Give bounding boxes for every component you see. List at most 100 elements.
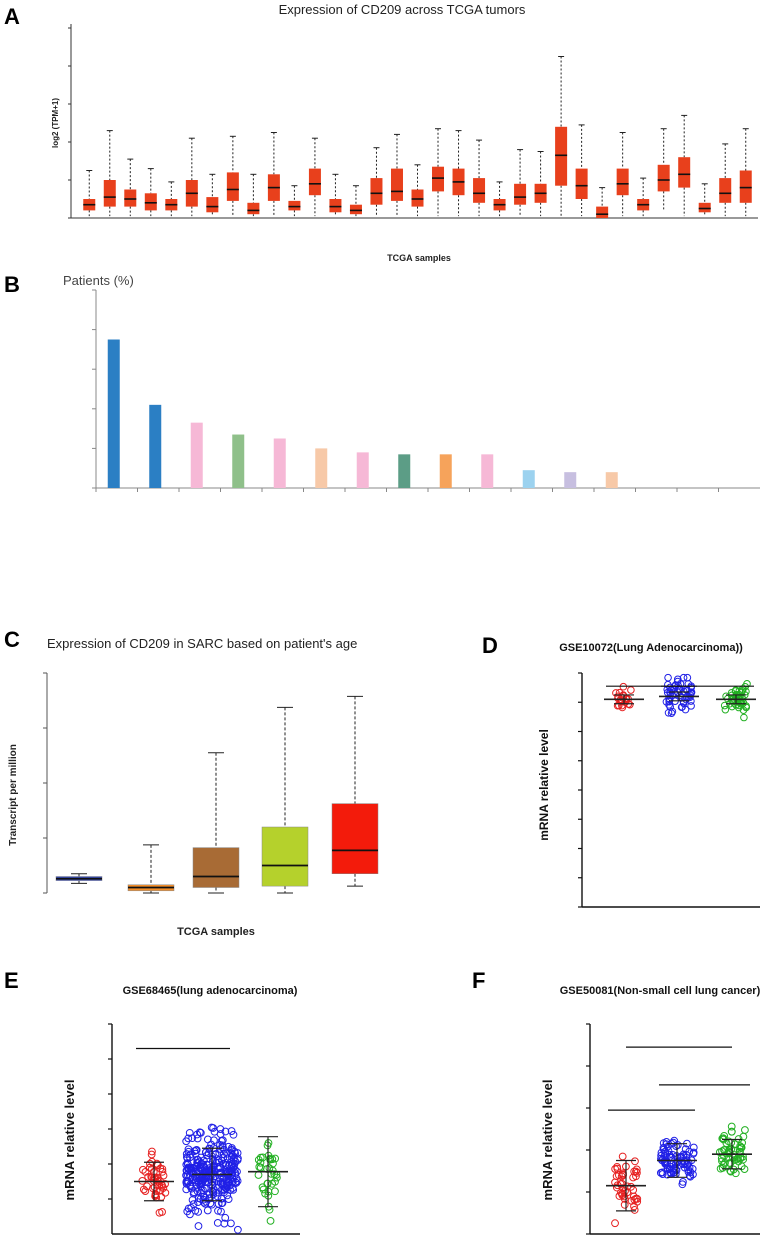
panel-e-point (161, 1188, 170, 1197)
panel-f-ylabel: mRNA relative level (540, 1080, 555, 1201)
panel-f-point (633, 1194, 642, 1203)
panel-e-point (191, 1178, 200, 1186)
panel-a-box-kirp (329, 199, 342, 213)
panel-e-point (214, 1164, 222, 1173)
panel-e-point (219, 1180, 228, 1188)
panel-f-point (627, 1182, 635, 1191)
panel-e-point (232, 1179, 241, 1187)
panel-e-point (209, 1188, 218, 1197)
panel-d-point (617, 697, 626, 705)
panel-f-point (689, 1148, 698, 1157)
panel-f-point (689, 1143, 698, 1152)
panel-e-point (183, 1170, 192, 1179)
panel-f-point (730, 1151, 739, 1159)
panel-f-point (737, 1143, 746, 1152)
panel-e-point (213, 1192, 222, 1201)
panel-b-bar-urothelial-cancer (439, 454, 452, 488)
panel-f-point (718, 1163, 727, 1172)
panel-f-point (631, 1157, 639, 1166)
panel-f-point (727, 1122, 736, 1131)
panel-b-ylabel: Patients (%) (63, 273, 134, 288)
panel-a-label: A (4, 4, 20, 29)
panel-e-point (198, 1176, 206, 1185)
panel-e-point (186, 1182, 195, 1191)
panel-a-box-lihc (411, 189, 424, 207)
panel-e-point (256, 1153, 265, 1162)
panel-e-point (254, 1171, 263, 1179)
panel-a-box-ov (370, 178, 383, 205)
panel-e-point (182, 1178, 191, 1187)
panel-f-point (726, 1167, 735, 1176)
panel-e-point (208, 1157, 217, 1166)
panel-e-point (151, 1192, 160, 1200)
panel-a-box-pcpg (514, 183, 527, 205)
panel-a-box-skcm (575, 168, 588, 199)
panel-a-box-tgct (616, 168, 629, 196)
panel-e-point (256, 1158, 265, 1167)
panel-b-bar-colorectal-cancer (149, 404, 162, 488)
panel-e-point (224, 1161, 233, 1170)
panel-e-point (200, 1184, 209, 1193)
panel-e-point (221, 1127, 230, 1136)
panel-f-point (663, 1161, 671, 1170)
panel-f-point (735, 1144, 744, 1153)
panel-a-box-meso (390, 168, 403, 201)
panel-e-point (213, 1218, 222, 1227)
panel-c-box-4 (331, 803, 379, 874)
panel-b-bar-prostate-cancer (522, 470, 535, 488)
panel-e-point (139, 1185, 148, 1194)
panel-d-point (627, 686, 635, 694)
panel-f-point (632, 1165, 641, 1174)
panel-e-point (184, 1147, 193, 1156)
panel-f-point (741, 1126, 749, 1134)
panel-e-point (219, 1171, 228, 1180)
panel-e-point (199, 1156, 208, 1165)
panel-e-point (271, 1187, 279, 1196)
panel-e-point (233, 1225, 242, 1234)
panel-f-point (727, 1127, 736, 1136)
panel-e-point (182, 1150, 191, 1158)
panel-e-point (188, 1168, 197, 1177)
panel-e-point (228, 1168, 236, 1177)
panel-e-point (217, 1199, 226, 1208)
panel-e-point (268, 1179, 277, 1188)
panel-e-point (141, 1167, 150, 1176)
panel-f-point (627, 1196, 636, 1205)
panel-f-point (612, 1183, 621, 1192)
panel-e-point (194, 1222, 203, 1230)
panel-d-ylabel: mRNA relative level (537, 729, 551, 841)
panel-f-point (656, 1169, 665, 1177)
panel-a-box-sarc (555, 126, 568, 186)
panel-f-point (663, 1164, 672, 1173)
panel-e-point (186, 1210, 194, 1219)
panel-d-chart: D GSE10072(Lung Adenocarcinoma)) mRNA re… (482, 633, 760, 908)
panel-e-point (147, 1172, 156, 1181)
panel-e-point (158, 1208, 166, 1216)
panel-f-point (620, 1192, 629, 1201)
panel-a-box-ucec (698, 202, 711, 213)
panel-a-box-blca (103, 180, 116, 207)
panel-a-box-brca (124, 189, 137, 207)
panel-d-point (740, 713, 748, 722)
panel-a-box-kich (288, 200, 301, 211)
panel-e-chart: E GSE68465(lung adenocarcinoma) mRNA rel… (4, 968, 300, 1235)
panel-e-point (193, 1130, 202, 1139)
panel-b-bar-pancreatic-cancer (232, 434, 245, 488)
panel-a-ylabel: log2 (TPM+1) (51, 98, 60, 148)
panel-b-bar-breast-cancer (190, 422, 203, 488)
panel-d-point (687, 702, 695, 710)
panel-b-bar-skin-cancer (605, 472, 618, 488)
panel-c-box-2 (192, 847, 240, 888)
panel-d-point (720, 701, 729, 710)
panel-f-point (613, 1162, 621, 1171)
panel-d-point (615, 688, 624, 697)
panel-f-point (740, 1165, 749, 1173)
panel-f-point (688, 1165, 697, 1173)
panel-d-label: D (482, 633, 498, 658)
panel-e-point (192, 1146, 200, 1155)
panel-e-point (203, 1206, 212, 1215)
panel-a-box-uvm (739, 170, 752, 203)
panel-e-point (270, 1170, 279, 1179)
panel-e-point (188, 1134, 197, 1143)
panel-b-bar-liver-cancer (564, 472, 577, 488)
